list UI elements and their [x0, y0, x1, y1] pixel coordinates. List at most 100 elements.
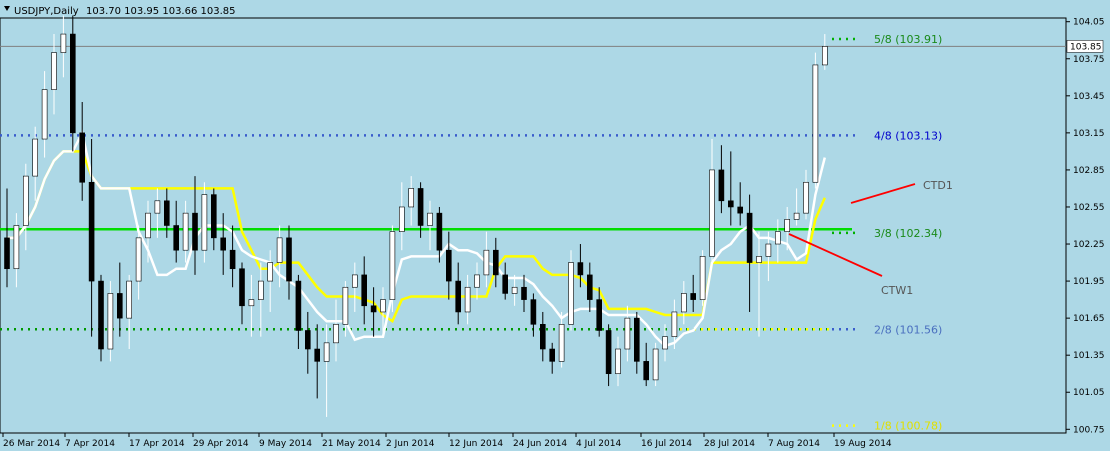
candle-body: [145, 212, 151, 239]
candle: [671, 299, 678, 350]
candle: [276, 225, 283, 288]
candle-body: [812, 64, 819, 183]
candle: [257, 262, 264, 337]
candle-body: [727, 200, 734, 208]
candle-body: [586, 274, 593, 300]
candle: [117, 262, 123, 337]
candles: [4, 15, 828, 417]
candle: [295, 274, 302, 350]
candle-body: [173, 225, 179, 251]
candle: [427, 200, 433, 251]
candle: [126, 274, 132, 350]
time-tick-label: 21 May 2014: [322, 439, 381, 449]
candle-body: [680, 293, 687, 313]
candle: [803, 169, 809, 220]
candle: [455, 262, 462, 325]
candle: [135, 225, 142, 300]
time-tick-label: 26 Mar 2014: [3, 439, 60, 449]
chart-ohlc-readout: 103.70 103.95 103.66 103.85: [86, 6, 236, 17]
candle-body: [483, 249, 490, 276]
candle-body: [699, 256, 706, 300]
candle: [718, 145, 725, 214]
candle: [380, 287, 386, 337]
candle: [351, 262, 358, 312]
candle: [314, 324, 321, 399]
time-tick-label: 12 Jun 2014: [449, 439, 503, 449]
white-line: [7, 129, 827, 348]
ctd-trendline: [850, 183, 916, 204]
candle: [652, 342, 659, 387]
time-tick-label: 16 Jul 2014: [641, 439, 692, 449]
candle-body: [239, 268, 245, 307]
candle: [793, 188, 800, 226]
candle: [784, 206, 791, 251]
candle-body: [182, 212, 189, 251]
candle-body: [709, 169, 715, 257]
candle: [558, 311, 565, 368]
candle-body: [803, 181, 809, 214]
candle-body: [286, 237, 292, 282]
candle-body: [746, 212, 753, 263]
candle-body: [13, 225, 20, 270]
candle: [267, 250, 274, 312]
chevron-down-icon[interactable]: [4, 6, 10, 11]
candle-body: [652, 348, 659, 381]
candle-body: [445, 249, 452, 282]
candle: [408, 176, 415, 226]
candle: [182, 200, 189, 263]
candle: [737, 182, 744, 226]
candle-body: [314, 348, 321, 362]
candle-body: [389, 231, 396, 300]
candle-body: [304, 330, 311, 350]
candle-body: [558, 324, 565, 362]
price-tick-label: 101.65: [1073, 314, 1105, 324]
level-label: 1/8 (100.78): [874, 420, 942, 433]
candle-body: [539, 324, 546, 350]
candle-body: [455, 280, 462, 313]
time-tick-label: 19 Aug 2014: [834, 439, 892, 449]
candle: [398, 182, 405, 251]
candle-body: [577, 262, 584, 276]
candle: [4, 188, 10, 288]
candle: [417, 182, 424, 238]
chart-symbol-label: USDJPY,Daily: [14, 6, 79, 17]
candle: [248, 274, 255, 337]
candle: [220, 213, 226, 275]
candle-body: [135, 237, 142, 282]
candle: [286, 225, 292, 300]
candle: [605, 324, 612, 387]
candle-body: [323, 342, 330, 362]
candle: [70, 15, 76, 152]
price-axis-ticks: 104.05 103.75 103.45 103.15 102.85 102.55 102.…: [1066, 18, 1105, 435]
current-price-value: 103.85: [1070, 42, 1102, 52]
candle: [680, 281, 687, 325]
time-tick-label: 2 Jun 2014: [386, 439, 435, 449]
time-tick-label: 28 Jul 2014: [704, 439, 755, 449]
candle: [173, 200, 179, 263]
ctw-trendline: [788, 233, 883, 277]
candle: [211, 188, 217, 251]
candle: [333, 299, 339, 362]
candle-body: [549, 348, 556, 362]
candle: [464, 274, 471, 325]
time-tick-label: 17 Apr 2014: [129, 439, 185, 449]
level-label: 2/8 (101.56): [874, 323, 942, 336]
candle: [577, 244, 584, 288]
candle-body: [79, 132, 85, 183]
price-tick-label: 102.85: [1073, 166, 1105, 176]
candle: [41, 71, 48, 158]
candle-body: [4, 237, 10, 270]
yellow-line: [7, 150, 826, 324]
candle: [32, 126, 39, 201]
candle-body: [633, 317, 640, 362]
candle-body: [530, 299, 537, 325]
candle-body: [624, 317, 631, 350]
candle-body: [784, 219, 791, 232]
time-tick-label: 29 Apr 2014: [193, 439, 249, 449]
candle-body: [436, 212, 443, 251]
price-tick-label: 102.25: [1073, 240, 1105, 250]
candle: [201, 182, 208, 263]
candle: [521, 274, 527, 312]
candle: [812, 52, 819, 189]
